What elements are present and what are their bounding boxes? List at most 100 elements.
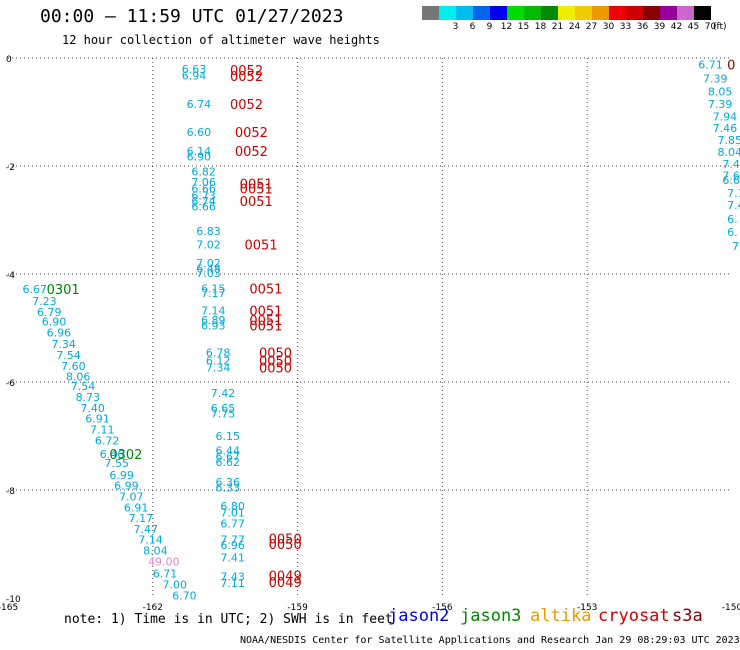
color-legend-label: 30 xyxy=(602,22,615,32)
wave-height-label: 7.34 xyxy=(51,338,76,351)
pass-time-label: 0051 xyxy=(240,183,273,198)
x-tick-label: -159 xyxy=(287,603,308,613)
wave-height-label: 6.96 xyxy=(47,326,72,339)
y-tick-label: -2 xyxy=(6,163,15,173)
wave-height-label: 6.14 xyxy=(187,145,212,158)
pass-time-label: 0051 xyxy=(249,319,282,334)
wave-height-label: 7.34 xyxy=(206,361,231,374)
x-tick-label: -156 xyxy=(432,603,453,613)
wave-height-label: 7 xyxy=(732,240,739,253)
x-tick-label: -162 xyxy=(143,603,163,613)
wave-height-label: 7.55 xyxy=(105,457,129,470)
pass-time-label: 0052 xyxy=(230,70,263,85)
color-legend-label: 42 xyxy=(670,22,683,32)
wave-height-label: 7.39 xyxy=(703,73,728,86)
pass-time-label: 0051 xyxy=(249,305,282,320)
wave-height-label: 6.46 xyxy=(100,448,125,461)
pass-time-label: 0051 xyxy=(245,238,278,253)
credit-line: NOAA/NESDIS Center for Satellite Applica… xyxy=(240,635,740,646)
wave-height-label: 6.67 xyxy=(216,451,241,464)
wave-height-label: 7.11 xyxy=(220,577,245,590)
wave-height-label: 7.06 xyxy=(191,176,216,189)
y-tick-label: -4 xyxy=(6,271,15,281)
wave-height-label: 7.4 xyxy=(727,199,740,212)
color-legend: 3 6 9 12 15 18 21 24 27 30 33 36 39 42 45 70 xyxy=(422,6,716,32)
wave-height-label: 7.17 xyxy=(201,287,226,300)
footnote: note: 1) Time is in UTC; 2) SWH is in fe… xyxy=(64,612,393,627)
wave-height-label: 6.82 xyxy=(191,165,216,178)
color-legend-label: 33 xyxy=(619,22,632,32)
x-tick-label: -153 xyxy=(577,603,597,613)
mission-legend-item: altika xyxy=(530,606,592,626)
wave-height-label: 7.94 xyxy=(713,110,738,123)
wave-height-label: 6.99 xyxy=(114,480,139,493)
pass-time-label: 0049 xyxy=(269,569,302,584)
wave-height-label: 7.43 xyxy=(722,158,740,171)
wave-height-label: 6.48 xyxy=(196,263,221,276)
pass-time-label: 0051 xyxy=(249,314,282,329)
color-legend-swatch: 9 xyxy=(473,6,492,32)
color-legend-swatch: 27 xyxy=(575,6,597,32)
color-legend-label: 70 xyxy=(704,22,717,32)
pass-time-label: 0050 xyxy=(259,354,292,369)
wave-height-label: 7.17 xyxy=(129,512,154,525)
color-legend-swatch: 36 xyxy=(626,6,648,32)
mission-legend-item: jason2 xyxy=(388,606,450,626)
color-legend-swatch xyxy=(422,6,439,20)
wave-height-label: 6.36 xyxy=(216,476,241,489)
wave-height-label: 6.78 xyxy=(206,346,231,359)
wave-height-label: 8.73 xyxy=(76,391,101,404)
color-legend-swatch: 42 xyxy=(660,6,682,32)
wave-height-label: 6.66 xyxy=(191,201,216,214)
wave-height-label: 6.71 xyxy=(153,568,178,581)
wave-height-label: 6.63 xyxy=(182,63,207,76)
color-legend-swatch: 12 xyxy=(490,6,512,32)
wave-height-label: 6.71 xyxy=(698,58,723,71)
pass-time-label: 0301 xyxy=(47,283,80,298)
color-legend-label: 18 xyxy=(534,22,547,32)
chart-title: 00:00 — 11:59 UTC 01/27/2023 xyxy=(40,6,344,27)
wave-height-label: 7.40 xyxy=(80,402,105,415)
wave-height-label: 7.01 xyxy=(220,507,245,520)
wave-height-label: 7.1 xyxy=(727,187,740,200)
color-legend-swatch: 39 xyxy=(643,6,665,32)
wave-height-label: 7.02 xyxy=(196,238,221,251)
color-legend-swatch: 18 xyxy=(524,6,546,32)
wave-height-label: 6.90 xyxy=(187,150,212,163)
color-legend-unit: (ft) xyxy=(713,22,727,32)
pass-time-label: 0051 xyxy=(249,283,282,298)
color-legend-swatch: 21 xyxy=(541,6,563,32)
pass-time-label: 0050 xyxy=(259,361,292,376)
wave-height-label: 7.03 xyxy=(196,267,221,280)
wave-height-label: 6. xyxy=(727,213,738,226)
wave-height-label: 6.80 xyxy=(220,500,245,513)
wave-height-label: 6.60 xyxy=(187,126,212,139)
color-legend-swatch: 70 xyxy=(694,6,716,32)
wave-height-label: 7.54 xyxy=(56,349,80,362)
color-legend-label: 6 xyxy=(469,22,476,32)
pass-time-label: 0052 xyxy=(235,126,268,141)
mission-legend-item: cryosat xyxy=(598,606,670,626)
wave-height-label: 7.77 xyxy=(220,534,245,547)
wave-height-label: 6.91 xyxy=(85,413,110,426)
wave-height-label: 7.75 xyxy=(211,407,236,420)
wave-height-label: 49.00 xyxy=(148,555,180,568)
color-legend-label: 36 xyxy=(636,22,649,32)
wave-height-label: 7.02 xyxy=(196,257,221,270)
wave-height-label: 6.62 xyxy=(216,456,241,469)
wave-height-label: 8.05 xyxy=(708,85,733,98)
wave-height-label: 7.00 xyxy=(162,579,187,592)
wave-height-label: 6.83 xyxy=(196,225,221,238)
color-legend-label: 39 xyxy=(653,22,666,32)
color-legend-swatch: 45 xyxy=(677,6,699,32)
color-legend-label: 9 xyxy=(486,22,493,32)
wave-height-label: 6.15 xyxy=(216,430,241,443)
wave-height-label: 7.46 xyxy=(713,122,738,135)
color-legend-swatch: 3 xyxy=(439,6,458,32)
wave-height-label: 7.23 xyxy=(32,295,57,308)
color-legend-label: 12 xyxy=(500,22,513,32)
wave-height-label: 8.04 xyxy=(718,146,740,159)
wave-height-label: 6.77 xyxy=(220,517,245,530)
mission-legend-item: jason3 xyxy=(460,606,522,626)
